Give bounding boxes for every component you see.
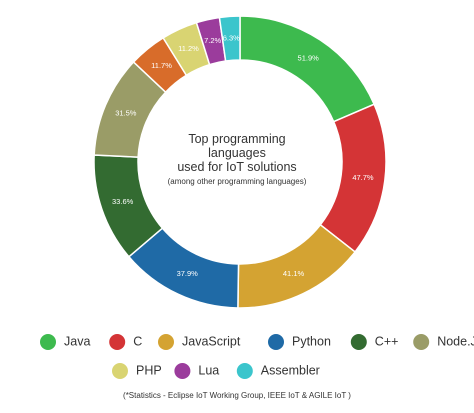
legend-item-javascript: JavaScript [158,334,241,350]
legend-swatch [40,334,56,350]
legend-swatch [350,334,367,350]
slice-value-label: 37.9% [177,269,199,278]
center-title-line-3: used for IoT solutions [177,160,296,174]
legend-swatch [112,363,128,379]
legend-swatch [268,334,284,350]
slice-value-label: 11.2% [178,44,199,53]
slice-assembler [218,15,241,62]
legend-item-assembler: Assembler [236,363,320,379]
source-note: (*Statistics - Eclipse IoT Working Group… [123,391,351,400]
legend-label: Node.Js [437,334,474,348]
legend-item-c: C [109,334,142,350]
slice-labels: 51.9% 47.7% 41.1% 37.9% 33.6% 31.5% 11.7% 11.2%… [112,33,374,278]
legend-label: Lua [198,363,219,377]
slice-java [239,15,376,123]
legend-item-node-js: Node.Js [413,334,474,350]
legend-item-c: C++ [350,334,399,350]
legend-swatch [236,363,253,379]
legend-label: C++ [375,334,399,348]
legend-item-python: Python [268,334,331,350]
legend-swatch [158,334,174,350]
legend-swatch [413,334,430,350]
center-title-line-2: languages [208,146,266,160]
legend-label: C [133,334,142,348]
legend-label: Python [292,334,331,348]
slice-value-label: 41.1% [283,269,305,278]
center-title: Top programming languages used for IoT s… [168,132,307,186]
legend-item-php: PHP [112,363,162,379]
slice-value-label: 6.3% [223,33,240,42]
legend-label: Assembler [261,363,320,377]
slice-value-label: 47.7% [352,173,374,182]
legend-swatch [174,363,191,379]
legend-item-lua: Lua [174,363,219,379]
slice-value-label: 7.2% [204,36,221,45]
slice-value-label: 31.5% [115,109,137,118]
donut-slices [93,15,387,309]
legend-label: PHP [136,363,162,377]
slice-value-label: 51.9% [298,53,320,62]
slice-value-label: 33.6% [112,197,134,206]
legend-label: Java [64,334,90,348]
legend-swatch [109,334,126,350]
legend-label: JavaScript [182,334,241,348]
slice-value-label: 11.7% [151,61,172,70]
legend-item-java: Java [40,334,90,350]
center-subtitle: (among other programming languages) [168,177,307,186]
legend: JavaCJavaScriptPythonC++Node.JsC#PHPLuaA… [40,334,474,379]
center-title-line-1: Top programming [188,132,285,146]
slice-javascript [237,223,357,309]
